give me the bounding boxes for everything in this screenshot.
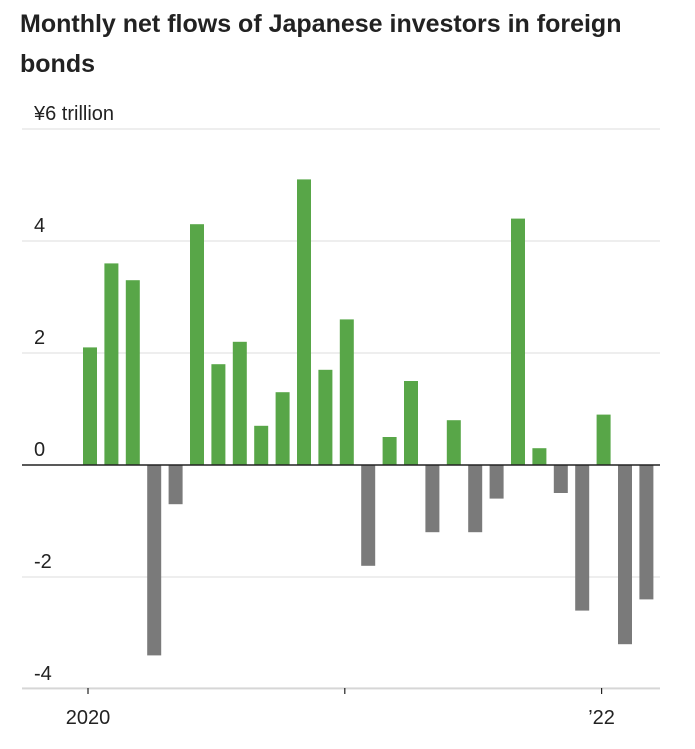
x-tick-label: 2020 <box>66 707 111 729</box>
bar-2021-07 <box>468 465 483 533</box>
bar-2020-05 <box>168 465 183 505</box>
bar-2020-04 <box>147 465 162 656</box>
y-tick-label: 4 <box>34 215 45 237</box>
bar-2022-02 <box>618 465 632 645</box>
bar-2021-12 <box>575 465 590 611</box>
y-tick-label: 2 <box>34 327 45 349</box>
bar-2020-06 <box>190 224 204 465</box>
bar-2021-09 <box>511 218 525 465</box>
y-tick-label: ¥6 trillion <box>33 103 114 125</box>
bar-2022-03 <box>639 465 654 600</box>
axes <box>22 464 660 694</box>
x-tick-label: ’22 <box>588 707 615 729</box>
bar-2020-12 <box>318 369 333 465</box>
bar-2021-08 <box>489 465 504 499</box>
bar-2021-01 <box>339 319 354 465</box>
bar-2021-11 <box>553 465 568 493</box>
bars <box>83 179 654 656</box>
bar-2021-04 <box>404 381 418 465</box>
y-tick-label: -2 <box>34 551 52 573</box>
bar-2020-11 <box>297 179 311 465</box>
y-axis-labels: ¥6 trillion 4 2 0 -2 -4 <box>33 103 114 685</box>
y-tick-label: -4 <box>34 663 52 685</box>
bar-2022-01 <box>596 414 611 465</box>
bar-2020-08 <box>232 341 247 465</box>
chart-title: Monthly net flows of Japanese investors … <box>20 10 622 78</box>
bar-2020-03 <box>125 280 140 465</box>
bar-2021-03 <box>382 437 397 465</box>
bar-2020-07 <box>211 364 226 465</box>
bar-2020-09 <box>254 425 269 465</box>
bar-2020-01 <box>83 347 97 465</box>
y-tick-label: 0 <box>34 439 45 461</box>
bar-2021-05 <box>425 465 440 533</box>
bar-2021-02 <box>361 465 376 566</box>
bar-2021-06 <box>446 420 461 465</box>
bar-2021-10 <box>532 448 547 465</box>
x-axis-labels: 2020 ’22 <box>66 707 615 729</box>
bar-2020-02 <box>104 263 119 465</box>
bar-2020-10 <box>275 392 290 465</box>
